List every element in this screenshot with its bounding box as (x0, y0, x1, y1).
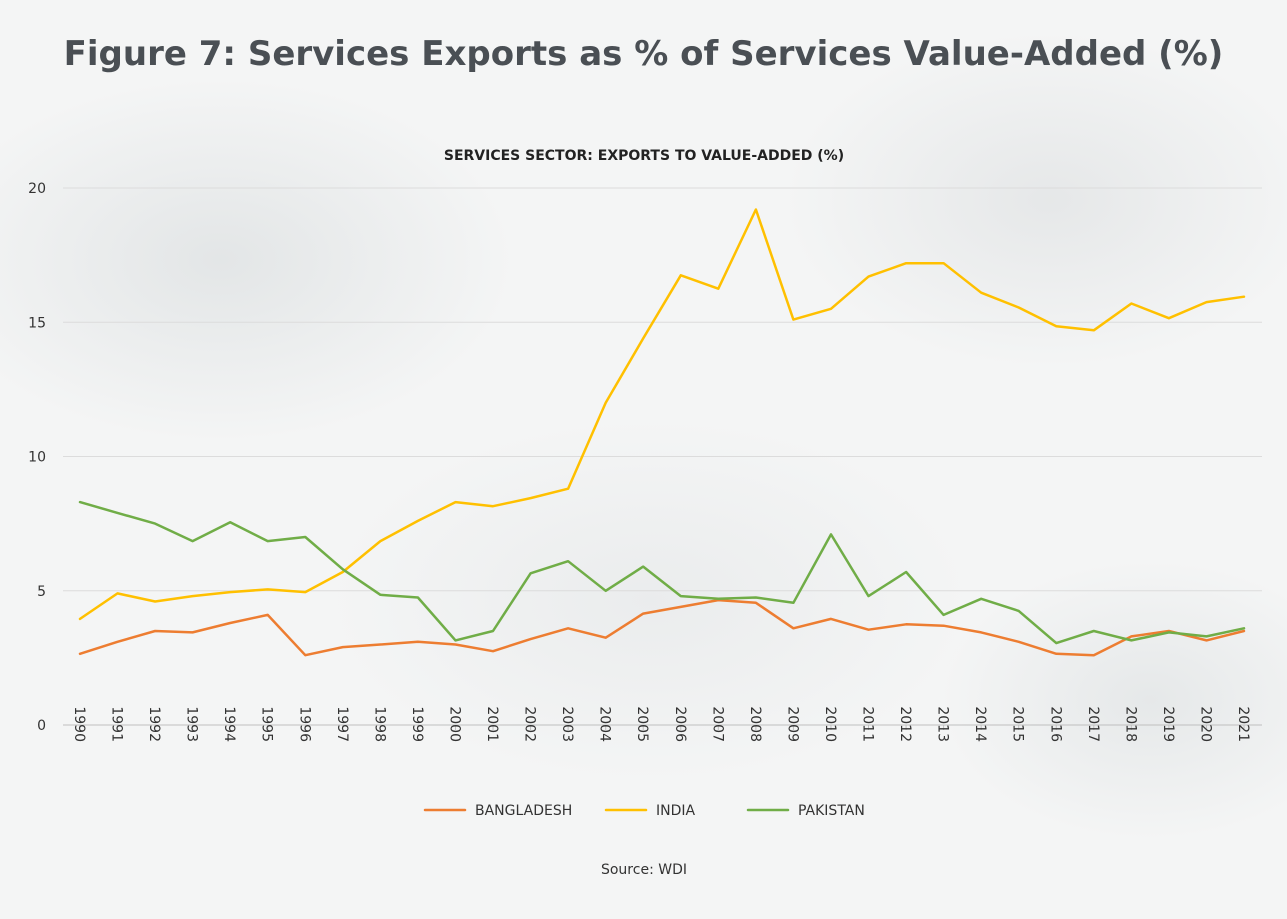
y-tick-label: 5 (37, 584, 46, 600)
x-tick-label: 1998 (371, 706, 387, 742)
x-tick-label: 1990 (71, 706, 87, 742)
x-tick-label: 2010 (822, 706, 838, 742)
x-tick-label: 2020 (1197, 706, 1213, 742)
legend-label-pakistan: PAKISTAN (798, 803, 865, 819)
x-tick-label: 2002 (522, 706, 538, 742)
series-line-pakistan (78, 500, 1246, 645)
x-tick-label: 2008 (747, 706, 763, 742)
y-axis-ticks: 0 5 10 15 20 (28, 181, 46, 734)
x-tick-label: 2015 (1010, 706, 1026, 742)
x-tick-label: 2006 (672, 706, 688, 742)
x-tick-label: 1992 (146, 706, 162, 742)
x-tick-label: 1996 (296, 706, 312, 742)
x-tick-label: 2000 (446, 706, 462, 742)
x-tick-label: 1994 (221, 706, 237, 742)
x-axis-ticks: 1990 1991 1992 1993 1994 1995 1996 1997 1998 1999… (71, 706, 1251, 742)
x-tick-label: 2019 (1160, 706, 1176, 742)
chart-title: SERVICES SECTOR: EXPORTS TO VALUE-ADDED … (444, 148, 844, 164)
x-tick-label: 1997 (334, 706, 350, 742)
x-tick-label: 2014 (972, 706, 988, 742)
x-tick-label: 2004 (597, 706, 613, 742)
gridlines (63, 187, 1262, 726)
x-tick-label: 2016 (1047, 706, 1063, 742)
y-tick-label: 20 (28, 181, 46, 197)
x-tick-label: 2005 (634, 706, 650, 742)
x-tick-label: 2009 (784, 706, 800, 742)
x-tick-label: 2003 (559, 706, 575, 742)
series-line-bangladesh (78, 598, 1246, 657)
page-title: Figure 7: Services Exports as % of Servi… (63, 34, 1224, 74)
x-tick-label: 2001 (484, 706, 500, 742)
y-tick-label: 10 (28, 450, 46, 466)
x-tick-label: 2013 (935, 706, 951, 742)
x-tick-label: 1995 (259, 706, 275, 742)
y-tick-label: 15 (28, 315, 46, 331)
x-tick-label: 1991 (109, 706, 125, 742)
series-lines (78, 208, 1246, 657)
x-tick-label: 1999 (409, 706, 425, 742)
x-tick-label: 2017 (1085, 706, 1101, 742)
source-note: Source: WDI (601, 862, 687, 878)
y-tick-label: 0 (37, 718, 46, 734)
legend-label-bangladesh: BANGLADESH (475, 803, 572, 819)
x-tick-label: 2021 (1235, 706, 1251, 742)
x-tick-label: 2007 (709, 706, 725, 742)
x-tick-label: 2012 (897, 706, 913, 742)
x-tick-label: 2011 (860, 706, 876, 742)
x-tick-label: 1993 (184, 706, 200, 742)
legend: BANGLADESH INDIA PAKISTAN (423, 803, 865, 819)
series-line-india (78, 208, 1246, 621)
legend-label-india: INDIA (656, 803, 696, 819)
x-tick-label: 2018 (1122, 706, 1138, 742)
